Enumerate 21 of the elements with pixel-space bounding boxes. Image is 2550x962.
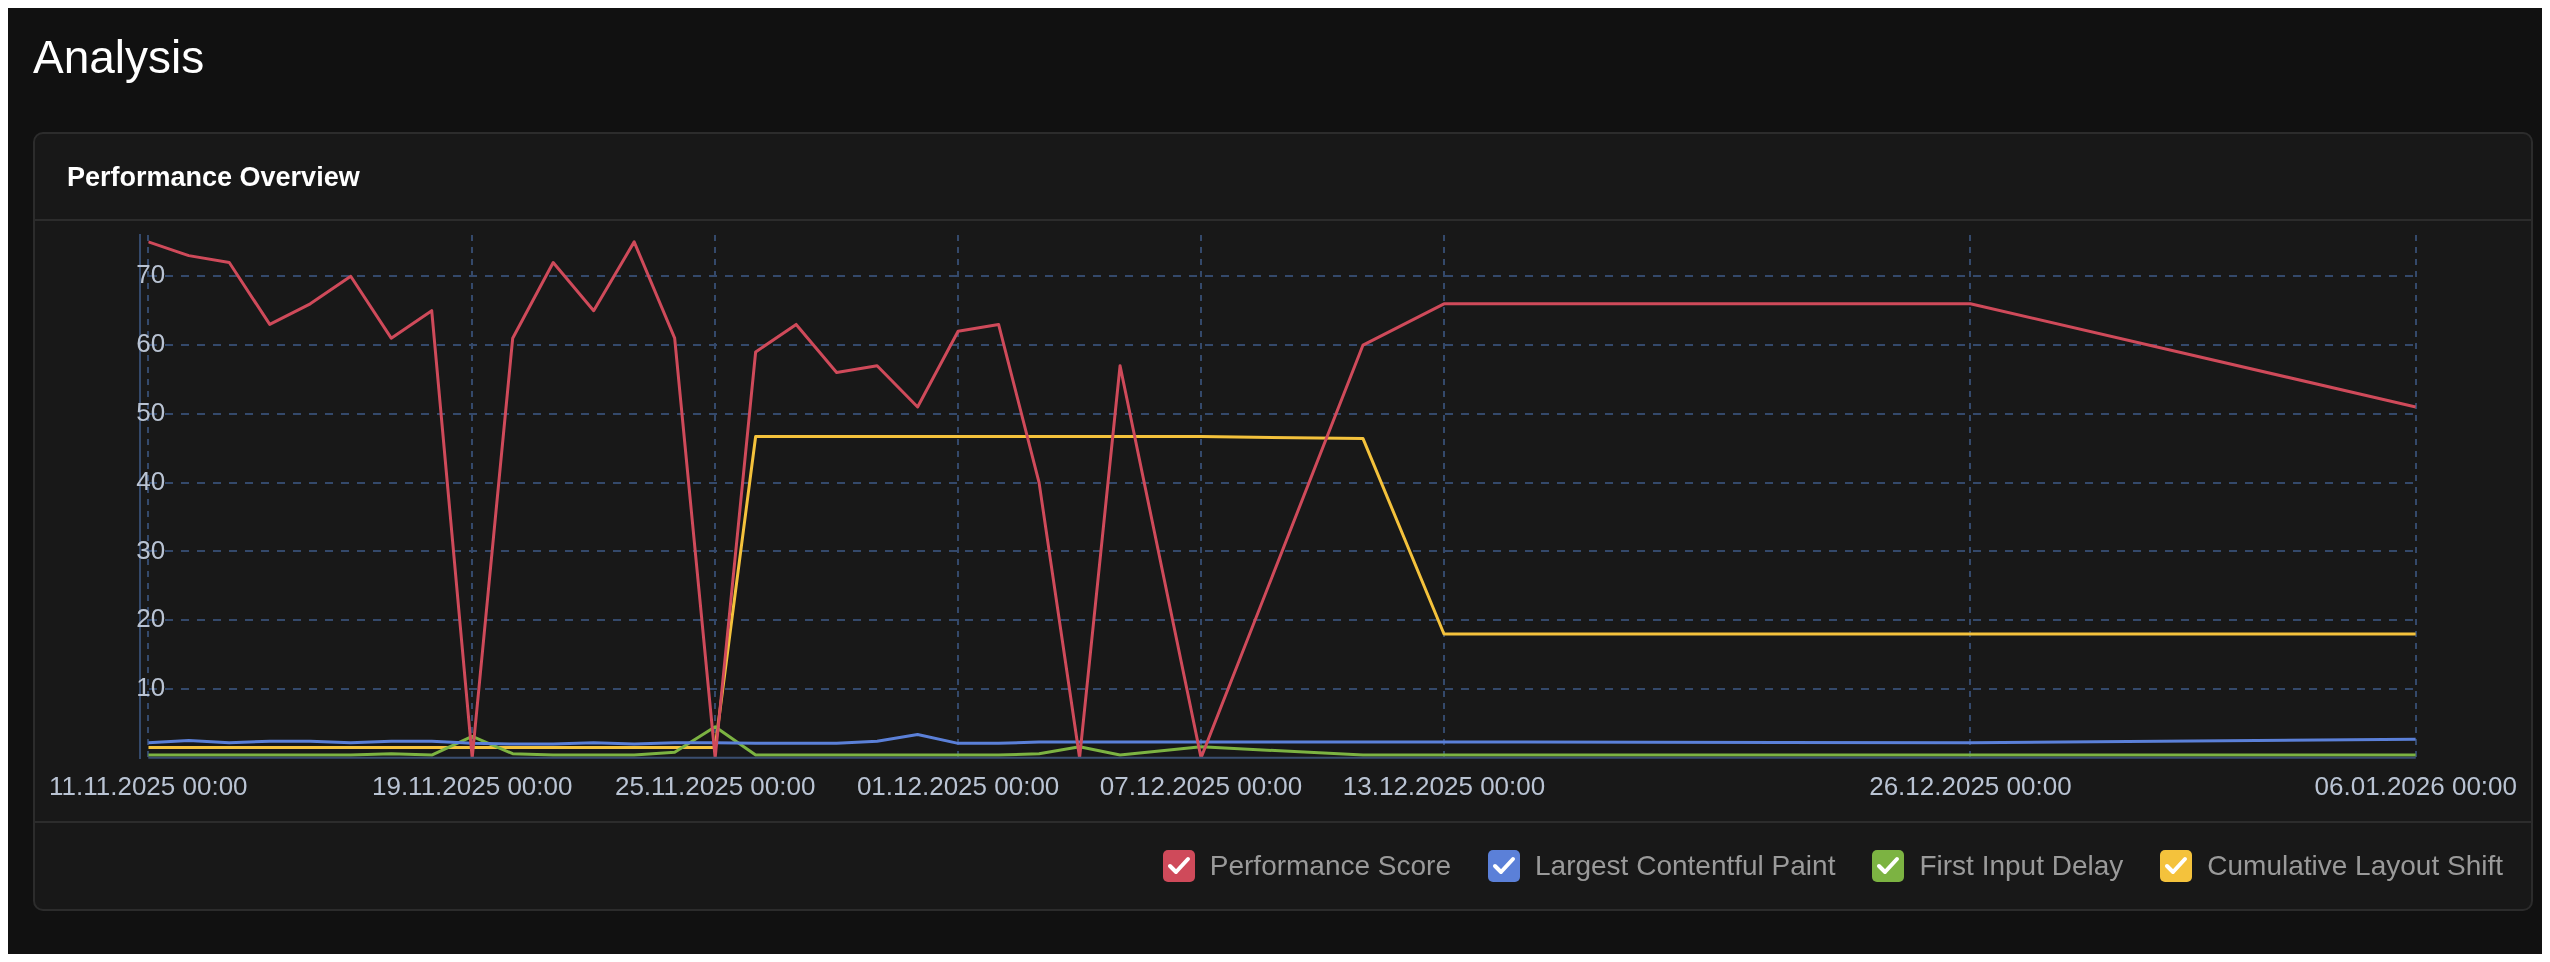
- x-tick-label: 26.12.2025 00:00: [1869, 770, 2072, 801]
- x-tick-label: 07.12.2025 00:00: [1099, 770, 1303, 801]
- y-tick-label: 30: [136, 534, 166, 565]
- y-tick-label: 50: [136, 397, 166, 428]
- legend-label: First Input Delay: [1919, 850, 2124, 882]
- y-tick-label: 20: [136, 603, 166, 634]
- legend-label: Performance Score: [1209, 850, 1451, 882]
- x-tick-label: 19.11.2025 00:00: [371, 770, 573, 801]
- x-tick-label: 01.12.2025 00:00: [856, 770, 1060, 801]
- y-tick-label: 70: [136, 259, 166, 290]
- x-tick-label: 06.01.2026 00:00: [2314, 770, 2517, 801]
- x-tick-label: 13.12.2025 00:00: [1342, 770, 1546, 801]
- x-tick-label: 25.11.2025 00:00: [614, 770, 816, 801]
- legend-label: Cumulative Layout Shift: [2207, 850, 2503, 882]
- legend-label: Largest Contentful Paint: [1535, 850, 1836, 882]
- chart-title: Analysis: [32, 30, 206, 85]
- y-tick-label: 60: [136, 328, 166, 359]
- chart-subtitle: Performance Overview: [35, 134, 2531, 221]
- x-tick-label: 11.11.2025 00:00: [49, 770, 248, 801]
- y-tick-label: 40: [136, 465, 166, 496]
- y-tick-label: 10: [136, 672, 166, 703]
